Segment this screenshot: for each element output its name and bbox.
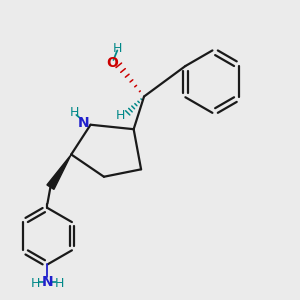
Text: H: H — [112, 42, 122, 55]
Text: O: O — [106, 56, 118, 70]
Text: H: H — [31, 277, 40, 290]
Polygon shape — [47, 154, 71, 189]
Text: H: H — [55, 277, 64, 290]
Text: N: N — [78, 116, 90, 130]
Text: N: N — [42, 275, 53, 289]
Text: H: H — [116, 109, 125, 122]
Text: H: H — [70, 106, 79, 119]
